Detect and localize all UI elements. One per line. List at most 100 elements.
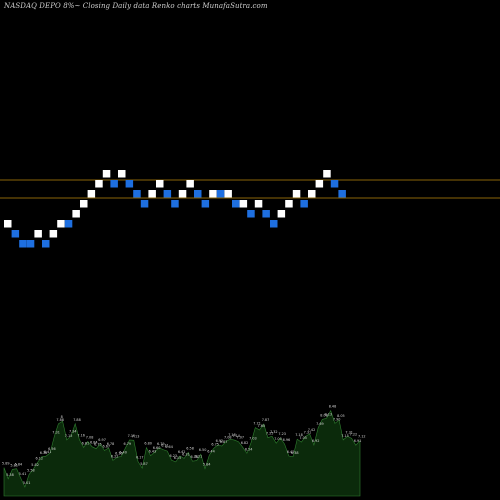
volume-label: 6.71	[161, 444, 169, 448]
volume-label: 6.92	[216, 439, 224, 443]
volume-label: 6.67	[103, 445, 111, 449]
volume-label: 7.69	[316, 422, 324, 426]
volume-label: 6.18	[191, 455, 199, 459]
renko-brick	[87, 190, 96, 198]
volume-label: 6.23	[170, 454, 178, 458]
renko-brick	[42, 240, 50, 248]
renko-brick	[178, 190, 187, 198]
renko-brick	[80, 200, 88, 208]
volume-label: 5.84	[15, 463, 23, 467]
volume-label: 6.64	[165, 445, 173, 449]
renko-brick	[57, 220, 65, 228]
renko-brick	[323, 170, 331, 178]
volume-label: 7.22	[350, 432, 358, 436]
volume-label: 7.14	[232, 434, 240, 438]
renko-brick	[171, 200, 179, 208]
volume-label: 6.12	[36, 457, 44, 461]
renko-brick	[125, 180, 134, 188]
volume-label: 7.31	[52, 430, 60, 434]
renko-brick	[292, 190, 301, 198]
renko-brick	[102, 170, 111, 178]
volume-label: 7.08	[86, 435, 94, 439]
volume-label: 6.79	[124, 442, 132, 446]
volume-label: 6.79	[157, 442, 165, 446]
renko-brick	[133, 190, 141, 198]
volume-label: 7.15	[65, 434, 73, 438]
volume-label: 6.40	[119, 450, 127, 454]
volume-label: 5.82	[31, 463, 39, 467]
volume-label: 7.12	[358, 435, 366, 439]
volume-label: 6.36	[115, 451, 123, 455]
renko-brick	[19, 240, 27, 248]
renko-brick	[239, 200, 248, 208]
volume-label: 6.22	[111, 454, 119, 458]
volume-label: 7.31	[345, 430, 353, 434]
volume-label: 7.15	[128, 434, 136, 438]
volume-label: 7.03	[249, 437, 257, 441]
renko-brick	[308, 190, 316, 198]
volume-label: 6.75	[211, 443, 219, 447]
volume-label: 5.41	[19, 472, 27, 476]
renko-brick	[216, 190, 225, 198]
renko-brick	[194, 190, 202, 198]
volume-label: 6.31	[182, 452, 190, 456]
volume-label: 7.90	[333, 417, 341, 421]
volume-label: 7.31	[304, 430, 312, 434]
volume-label: 6.42	[287, 450, 295, 454]
volume-label: 6.17	[136, 456, 144, 460]
chart-title: NASDAQ DEPO 8%~ Closing Daily data Renko…	[4, 2, 268, 10]
renko-brick	[26, 240, 35, 248]
volume-label: 5.87	[140, 462, 148, 466]
renko-brick	[186, 180, 194, 188]
volume-label: 6.80	[144, 442, 152, 446]
renko-brick	[262, 210, 270, 218]
volume-label: 6.43	[149, 450, 157, 454]
volume-label: 6.75	[94, 443, 102, 447]
volume-label: 6.41	[44, 450, 52, 454]
volume-label: 5.01	[23, 481, 31, 485]
renko-brick	[224, 190, 232, 198]
volume-label: 6.38	[291, 451, 299, 455]
renko-brick	[118, 170, 126, 178]
renko-brick	[270, 220, 278, 228]
volume-label: 8.13	[325, 412, 333, 416]
renko-brick	[4, 220, 12, 228]
volume-label: 6.50	[199, 448, 207, 452]
volume-label: 5.89	[2, 462, 10, 466]
renko-brick	[254, 200, 263, 208]
volume-label: 6.84	[90, 441, 98, 445]
renko-brick	[315, 180, 324, 188]
volume-label: 6.42	[178, 450, 186, 454]
volume-label: 6.92	[312, 439, 320, 443]
volume-label: 6.91	[354, 439, 362, 443]
volume-label: 8.08	[320, 413, 328, 417]
volume-label: 6.15	[174, 456, 182, 460]
volume-label: 7.18	[228, 433, 236, 437]
volume-label: 8.05	[337, 414, 345, 418]
volume-label: 6.38	[40, 451, 48, 455]
reference-lines	[0, 179, 500, 199]
renko-brick	[110, 180, 118, 188]
renko-brick	[201, 200, 210, 208]
volume-area	[3, 409, 361, 497]
volume-label: 7.88	[56, 418, 64, 422]
renko-brick	[232, 200, 240, 208]
volume-label: 8.48	[329, 405, 337, 409]
volume-label: 5.84	[203, 463, 211, 467]
renko-brick	[247, 210, 255, 218]
volume-label: 8	[61, 415, 63, 419]
renko-brick	[72, 210, 80, 218]
volume-label: 7.07	[237, 436, 245, 440]
volume-label: 7.08	[224, 435, 232, 439]
renko-brick	[148, 190, 156, 198]
renko-brick	[11, 230, 20, 238]
volume-label: 7.23	[278, 432, 286, 436]
renko-brick	[140, 200, 149, 208]
renko-brick	[156, 180, 164, 188]
renko-brick	[34, 230, 42, 238]
volume-label: 7.25	[266, 432, 274, 436]
volume-label: 7.32	[270, 430, 278, 434]
volume-label: 6.96	[283, 438, 291, 442]
